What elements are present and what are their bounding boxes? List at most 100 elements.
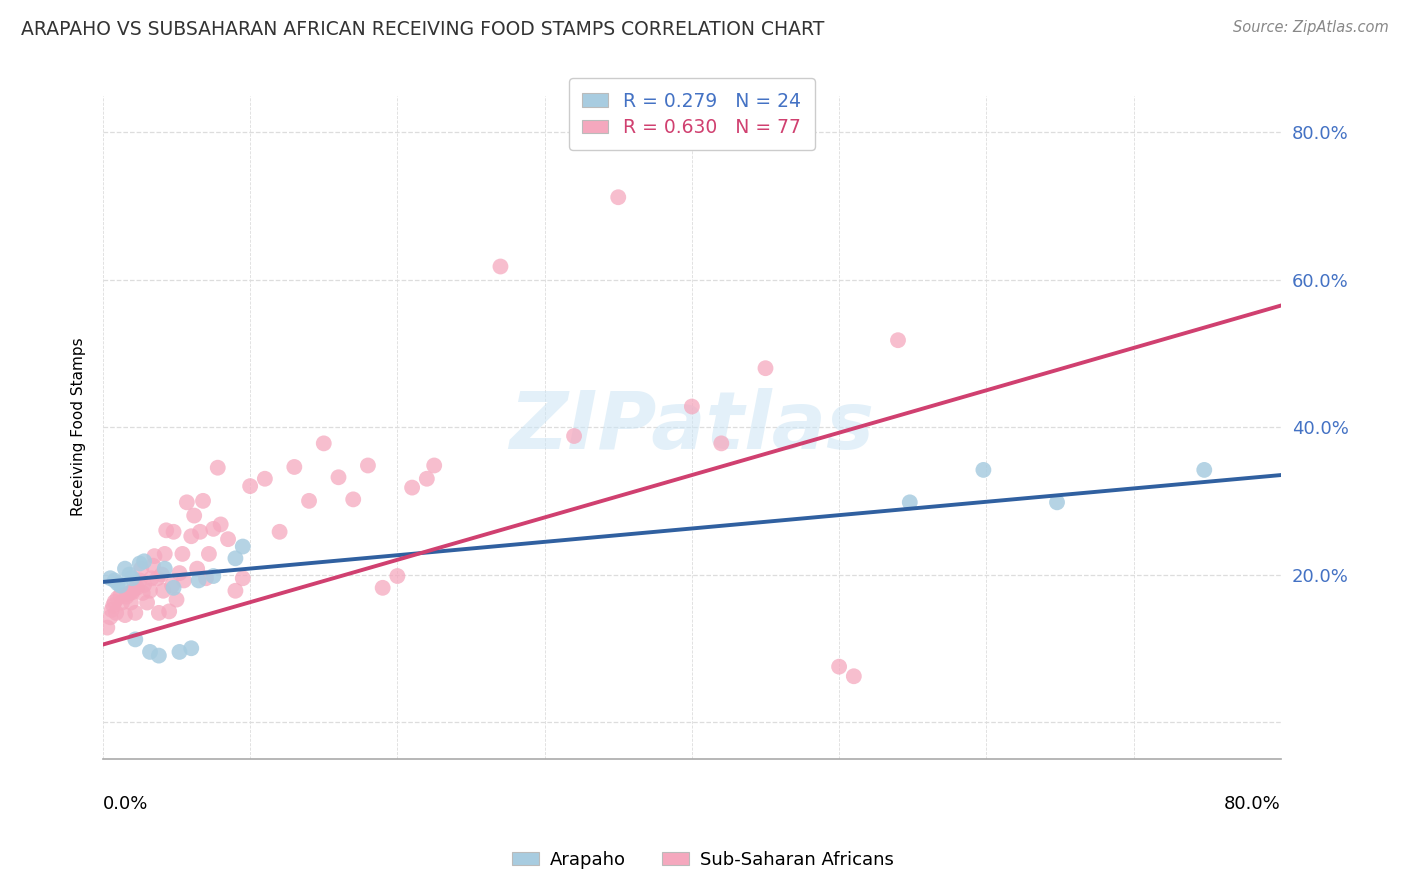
Point bbox=[1046, 495, 1069, 509]
Point bbox=[157, 604, 180, 618]
Point bbox=[124, 606, 146, 620]
Point bbox=[217, 532, 239, 546]
Point bbox=[115, 590, 138, 604]
Point bbox=[416, 472, 439, 486]
Point bbox=[150, 567, 173, 582]
Point bbox=[401, 481, 423, 495]
Point bbox=[312, 436, 335, 450]
Point bbox=[180, 529, 202, 543]
Point bbox=[114, 562, 136, 576]
Point bbox=[141, 571, 163, 585]
Point bbox=[342, 492, 364, 507]
Point bbox=[128, 574, 150, 588]
Point bbox=[224, 583, 246, 598]
Text: Source: ZipAtlas.com: Source: ZipAtlas.com bbox=[1233, 20, 1389, 35]
Point bbox=[104, 595, 127, 609]
Point bbox=[98, 571, 121, 585]
Point bbox=[114, 608, 136, 623]
Point bbox=[187, 574, 209, 588]
Point bbox=[148, 606, 170, 620]
Point bbox=[162, 524, 184, 539]
Point bbox=[120, 596, 142, 610]
Point bbox=[110, 579, 132, 593]
Point bbox=[1194, 463, 1216, 477]
Point bbox=[122, 582, 145, 597]
Point bbox=[96, 621, 118, 635]
Point bbox=[328, 470, 350, 484]
Point bbox=[371, 581, 394, 595]
Point bbox=[489, 260, 512, 274]
Point bbox=[110, 588, 132, 602]
Text: 80.0%: 80.0% bbox=[1225, 796, 1281, 814]
Point bbox=[207, 460, 229, 475]
Point bbox=[898, 495, 921, 509]
Point bbox=[172, 547, 194, 561]
Point bbox=[253, 472, 276, 486]
Point bbox=[232, 540, 254, 554]
Point bbox=[128, 557, 150, 571]
Point bbox=[131, 586, 153, 600]
Text: ARAPAHO VS SUBSAHARAN AFRICAN RECEIVING FOOD STAMPS CORRELATION CHART: ARAPAHO VS SUBSAHARAN AFRICAN RECEIVING … bbox=[21, 20, 824, 38]
Point bbox=[224, 551, 246, 566]
Point bbox=[283, 459, 305, 474]
Point bbox=[125, 581, 148, 595]
Point bbox=[562, 429, 585, 443]
Point bbox=[183, 508, 205, 523]
Point bbox=[152, 583, 174, 598]
Point bbox=[186, 562, 208, 576]
Point bbox=[107, 591, 129, 606]
Point bbox=[134, 554, 156, 568]
Point bbox=[121, 571, 143, 585]
Point bbox=[387, 569, 409, 583]
Point bbox=[117, 587, 139, 601]
Point bbox=[710, 436, 733, 450]
Point bbox=[100, 603, 122, 617]
Point bbox=[842, 669, 865, 683]
Point bbox=[357, 458, 380, 473]
Point bbox=[173, 574, 195, 588]
Point bbox=[139, 583, 162, 598]
Point bbox=[142, 558, 165, 573]
Legend: Arapaho, Sub-Saharan Africans: Arapaho, Sub-Saharan Africans bbox=[505, 844, 901, 876]
Point bbox=[118, 586, 141, 600]
Point bbox=[269, 524, 291, 539]
Point bbox=[423, 458, 446, 473]
Point bbox=[754, 361, 776, 376]
Point bbox=[107, 576, 129, 591]
Point bbox=[191, 493, 214, 508]
Point bbox=[121, 585, 143, 599]
Point bbox=[209, 517, 232, 532]
Point bbox=[105, 606, 128, 620]
Point bbox=[202, 522, 225, 536]
Text: 0.0%: 0.0% bbox=[103, 796, 148, 814]
Point bbox=[176, 495, 198, 509]
Point bbox=[104, 574, 127, 588]
Point bbox=[169, 645, 191, 659]
Point bbox=[169, 566, 191, 580]
Point bbox=[239, 479, 262, 493]
Point bbox=[98, 610, 121, 624]
Point bbox=[188, 524, 211, 539]
Point bbox=[118, 567, 141, 582]
Point bbox=[155, 524, 177, 538]
Point bbox=[162, 581, 184, 595]
Point bbox=[298, 493, 321, 508]
Point bbox=[139, 645, 162, 659]
Point bbox=[134, 578, 156, 592]
Point bbox=[129, 562, 152, 576]
Point bbox=[194, 571, 217, 585]
Point bbox=[198, 547, 221, 561]
Point bbox=[202, 569, 225, 583]
Point bbox=[143, 549, 166, 563]
Point bbox=[153, 562, 176, 576]
Text: ZIPatlas: ZIPatlas bbox=[509, 388, 875, 467]
Point bbox=[103, 599, 125, 613]
Point bbox=[160, 579, 183, 593]
Point bbox=[607, 190, 630, 204]
Legend: R = 0.279   N = 24, R = 0.630   N = 77: R = 0.279 N = 24, R = 0.630 N = 77 bbox=[569, 78, 814, 150]
Point bbox=[136, 596, 159, 610]
Point bbox=[146, 571, 169, 585]
Point bbox=[681, 400, 703, 414]
Y-axis label: Receiving Food Stamps: Receiving Food Stamps bbox=[72, 338, 86, 516]
Point bbox=[124, 632, 146, 647]
